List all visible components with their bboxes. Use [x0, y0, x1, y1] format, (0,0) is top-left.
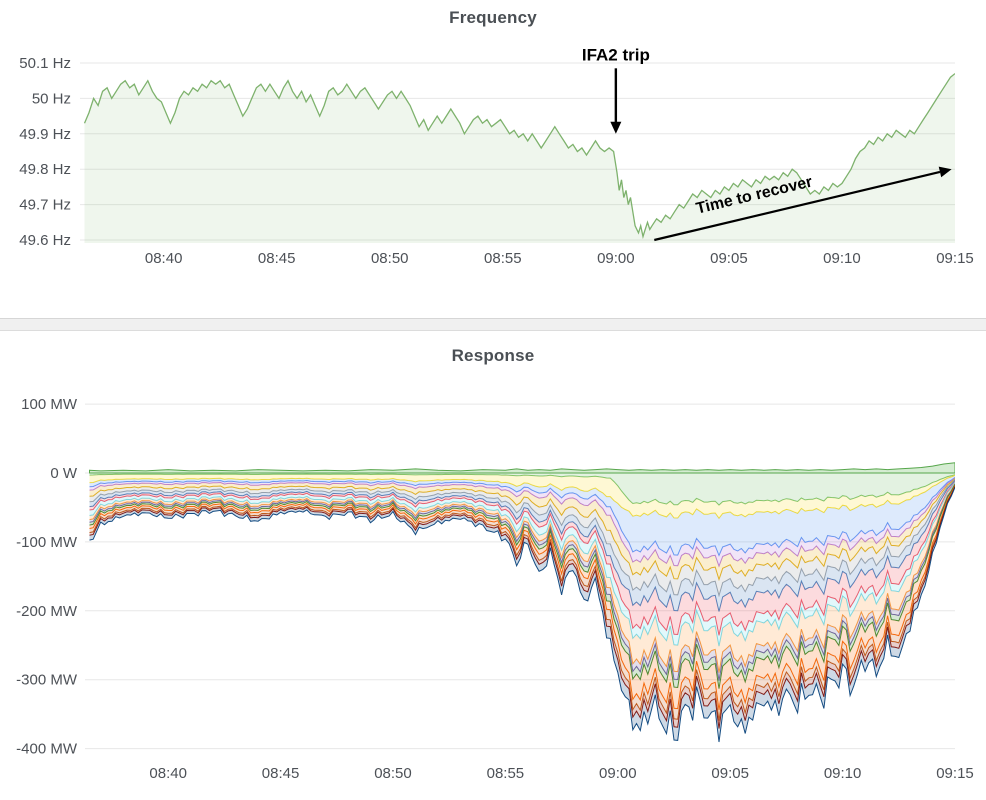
- response-positive-band: [89, 462, 955, 474]
- response-line-series-04: [89, 477, 955, 568]
- response-band-series-02: [89, 474, 955, 519]
- response-line-series-09: [89, 481, 955, 647]
- response-line-series-15: [89, 486, 955, 729]
- frequency-x-tick-label: 08:40: [145, 250, 183, 267]
- response-line-series-08: [89, 481, 955, 636]
- response-line-series-07: [89, 480, 955, 612]
- response-panel: 100 MW 0 W -100 MW -200 MW -300 MW -400 MW 08:…: [0, 330, 986, 800]
- time-to-recover-arrow: [654, 170, 941, 242]
- response-line-series-12: [89, 484, 955, 689]
- response-x-tick-label: 09:10: [824, 765, 862, 782]
- response-line-series-11: [89, 483, 955, 681]
- frequency-y-tick-label: 49.6 Hz: [19, 232, 71, 249]
- response-x-tick-label: 09:00: [599, 765, 637, 782]
- frequency-x-tick-label: 09:05: [710, 250, 748, 267]
- response-chart[interactable]: 100 MW 0 W -100 MW -200 MW -300 MW -400 MW 08:…: [0, 330, 986, 800]
- response-y-tick-label: -100 MW: [16, 534, 78, 551]
- response-band-series-09: [89, 481, 955, 647]
- frequency-x-tick-label: 09:15: [936, 250, 974, 267]
- response-band-series-14: [89, 485, 955, 721]
- response-x-tick-label: 08:50: [374, 765, 412, 782]
- response-band-series-12: [89, 484, 955, 689]
- ifa2-trip-label: IFA2 trip: [582, 45, 650, 64]
- frequency-chart[interactable]: 50.1 Hz 50 Hz 49.9 Hz 49.8 Hz 49.7 Hz 49.6 Hz…: [0, 0, 986, 300]
- response-line-series-03: [89, 476, 955, 557]
- response-y-tick-label: -300 MW: [16, 672, 78, 689]
- frequency-y-tick-label: 50.1 Hz: [19, 55, 71, 72]
- response-x-tick-label: 08:45: [262, 765, 300, 782]
- response-band-series-07: [89, 479, 955, 612]
- frequency-y-tick-label: 50 Hz: [32, 90, 71, 107]
- response-x-tick-label: 08:40: [149, 765, 187, 782]
- frequency-panel: 50.1 Hz 50 Hz 49.9 Hz 49.8 Hz 49.7 Hz 49.6 Hz…: [0, 0, 986, 316]
- ifa2-trip-arrowhead: [610, 121, 622, 134]
- response-y-tick-label: 0 W: [50, 465, 78, 482]
- response-line-series-01: [89, 473, 955, 506]
- frequency-panel-title: Frequency: [449, 8, 537, 27]
- response-line-series-13: [89, 485, 955, 711]
- response-line-series-16: [89, 487, 955, 743]
- response-panel-title: Response: [451, 346, 535, 365]
- frequency-area: [84, 73, 955, 243]
- response-y-tick-label: 100 MW: [21, 396, 78, 413]
- frequency-x-tick-label: 09:00: [597, 250, 635, 267]
- response-y-tick-label: -200 MW: [16, 603, 78, 620]
- response-line-series-02: [89, 474, 955, 520]
- response-line-series-06: [89, 479, 955, 598]
- response-band-series-01: [89, 473, 955, 505]
- response-band-series-05: [89, 478, 955, 580]
- frequency-y-tick-label: 49.7 Hz: [19, 197, 71, 214]
- frequency-x-tick-label: 09:10: [823, 250, 861, 267]
- response-band-series-15: [89, 486, 955, 729]
- response-line-series-10: [89, 483, 955, 673]
- frequency-x-tick-label: 08:55: [484, 250, 522, 267]
- panel-divider: [0, 318, 986, 331]
- frequency-y-tick-label: 49.9 Hz: [19, 126, 71, 143]
- response-band-series-16: [89, 486, 955, 742]
- response-y-tick-label: -400 MW: [16, 741, 78, 758]
- frequency-x-tick-label: 08:45: [258, 250, 296, 267]
- response-x-tick-label: 08:55: [487, 765, 525, 782]
- response-band-series-03: [89, 475, 955, 556]
- frequency-line: [83, 73, 955, 240]
- response-x-tick-label: 09:15: [936, 765, 974, 782]
- time-to-recover-arrowhead: [938, 166, 952, 178]
- frequency-y-tick-label: 49.8 Hz: [19, 161, 71, 178]
- response-line-series-14: [89, 485, 955, 721]
- response-x-tick-label: 09:05: [711, 765, 749, 782]
- frequency-x-tick-label: 08:50: [371, 250, 409, 267]
- response-line-series-05: [89, 478, 955, 582]
